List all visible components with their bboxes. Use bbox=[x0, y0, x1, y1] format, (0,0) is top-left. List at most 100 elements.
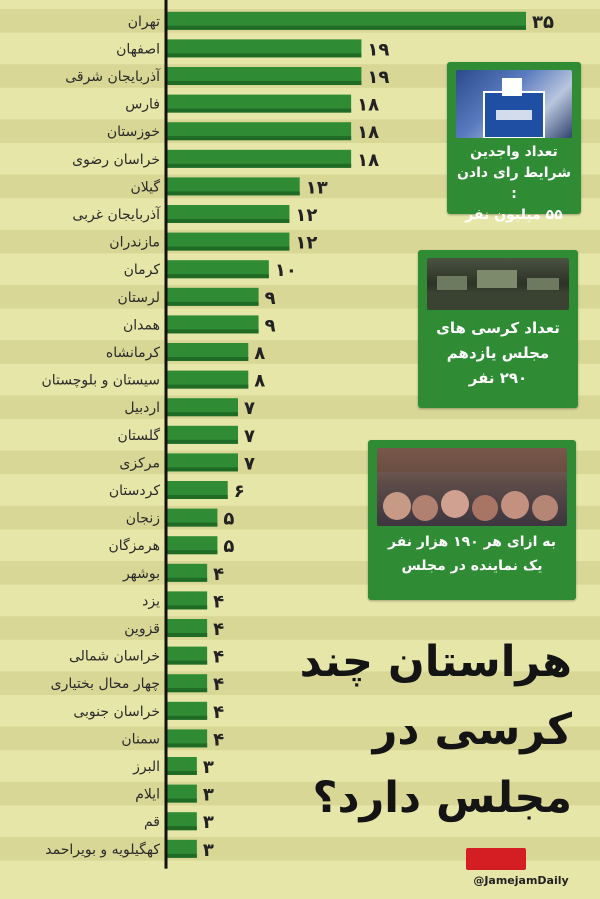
bar-shade bbox=[166, 301, 259, 306]
value-label: ۴ bbox=[213, 564, 224, 585]
row-stripe bbox=[0, 726, 600, 751]
category-label: اصفهان bbox=[116, 41, 160, 57]
bar bbox=[166, 536, 218, 555]
jamejam-logo bbox=[466, 848, 526, 870]
card1-line2: شرایط رای دادن : bbox=[456, 165, 572, 202]
category-label: همدان bbox=[123, 317, 160, 333]
card2-line1: تعداد کرسی های bbox=[436, 319, 560, 337]
card1-line1: تعداد واجدین bbox=[470, 144, 558, 160]
category-label: خراسان جنوبی bbox=[73, 704, 160, 720]
bar-shade bbox=[166, 439, 238, 444]
value-label: ۱۸ bbox=[357, 95, 379, 116]
value-label: ۹ bbox=[265, 288, 276, 309]
bar bbox=[166, 563, 208, 582]
bar bbox=[166, 370, 249, 389]
headline-line2: کرسی در bbox=[372, 705, 572, 755]
bar-shade bbox=[166, 467, 238, 472]
value-label: ۴ bbox=[213, 674, 224, 695]
bar-shade bbox=[166, 191, 300, 196]
value-label: ۴ bbox=[213, 702, 224, 723]
value-label: ۳ bbox=[203, 840, 214, 861]
card2-line3: ۲۹۰ نفر bbox=[468, 369, 528, 387]
bar bbox=[166, 453, 238, 472]
value-label: ۷ bbox=[244, 398, 255, 419]
bar-shade bbox=[166, 605, 208, 610]
category-label: آذربایجان شرقی bbox=[65, 68, 161, 85]
card2-line2: مجلس یازدهم bbox=[446, 344, 550, 362]
row-stripe bbox=[0, 229, 600, 254]
bar-shade bbox=[166, 108, 352, 113]
category-label: ایلام bbox=[135, 787, 160, 803]
value-label: ۱۸ bbox=[357, 150, 379, 171]
headline-line1: هراستان چند bbox=[299, 637, 572, 687]
headline-line3: مجلس دارد؟ bbox=[312, 773, 573, 823]
bar-shade bbox=[166, 81, 362, 85]
row-stripe bbox=[0, 616, 600, 640]
row-stripe bbox=[0, 781, 600, 806]
bar bbox=[166, 674, 208, 693]
bar-shade bbox=[166, 495, 228, 499]
headline: هراستان چند کرسی در مجلس دارد؟ bbox=[272, 628, 572, 832]
bar-shade bbox=[166, 715, 208, 720]
bar-shade bbox=[166, 163, 352, 168]
category-label: هرمزگان bbox=[108, 537, 160, 554]
representation-ratio-card: به ازای هر ۱۹۰ هزار نفر یک نماینده در مج… bbox=[368, 440, 576, 600]
bar bbox=[166, 67, 362, 85]
value-label: ۶ bbox=[234, 481, 245, 502]
bar-shade bbox=[166, 357, 249, 361]
bar-shade bbox=[166, 25, 526, 30]
bar bbox=[166, 646, 208, 665]
brand-handle: @JamejamDaily bbox=[473, 874, 569, 887]
category-label: خراسان رضوی bbox=[72, 152, 160, 168]
bar bbox=[166, 94, 352, 113]
category-label: مازندران bbox=[109, 235, 160, 251]
bar-shade bbox=[166, 771, 197, 775]
value-label: ۱۲ bbox=[295, 233, 317, 254]
bar bbox=[166, 398, 238, 417]
value-label: ۱۰ bbox=[275, 260, 297, 281]
value-label: ۳ bbox=[203, 757, 214, 778]
bar-shade bbox=[166, 522, 218, 527]
value-label: ۱۸ bbox=[357, 122, 379, 143]
bar bbox=[166, 315, 259, 334]
value-label: ۷ bbox=[244, 426, 255, 447]
category-label: کهگیلویه و بویراحمد bbox=[45, 841, 160, 858]
category-label: قم bbox=[144, 814, 160, 830]
category-label: تهران bbox=[128, 14, 160, 30]
category-label: گلستان bbox=[117, 427, 160, 444]
parliament-seats-card: تعداد کرسی های مجلس یازدهم ۲۹۰ نفر bbox=[418, 250, 578, 408]
category-label: خوزستان bbox=[107, 124, 160, 140]
value-label: ۴ bbox=[213, 591, 224, 612]
category-label: چهار محال بختیاری bbox=[51, 676, 160, 692]
bar-shade bbox=[166, 577, 208, 582]
value-label: ۵ bbox=[223, 509, 234, 530]
bar-shade bbox=[166, 384, 249, 389]
card3-line2: یک نماینده در مجلس bbox=[401, 558, 543, 574]
bar bbox=[166, 122, 352, 141]
bar bbox=[166, 205, 290, 223]
value-label: ۹ bbox=[265, 315, 276, 336]
bar bbox=[166, 839, 197, 858]
category-label: بوشهر bbox=[122, 566, 160, 582]
value-label: ۳۵ bbox=[532, 12, 554, 33]
category-label: کرمانشاه bbox=[106, 345, 160, 361]
bar bbox=[166, 149, 352, 168]
category-label: کرمان bbox=[124, 262, 161, 278]
bar bbox=[166, 729, 208, 748]
bar-shade bbox=[166, 136, 352, 141]
ballot-box-photo bbox=[456, 70, 572, 138]
bar-shade bbox=[166, 246, 290, 251]
bar bbox=[166, 481, 228, 499]
value-label: ۱۹ bbox=[367, 39, 389, 60]
category-label: فارس bbox=[125, 97, 160, 113]
bar bbox=[166, 508, 218, 527]
bar-shade bbox=[166, 743, 208, 748]
bar bbox=[166, 425, 238, 444]
bar bbox=[166, 701, 208, 720]
value-label: ۸ bbox=[254, 371, 265, 392]
bar-shade bbox=[166, 219, 290, 223]
bar-shade bbox=[166, 798, 197, 803]
value-label: ۴ bbox=[213, 647, 224, 668]
value-label: ۱۳ bbox=[306, 177, 328, 198]
